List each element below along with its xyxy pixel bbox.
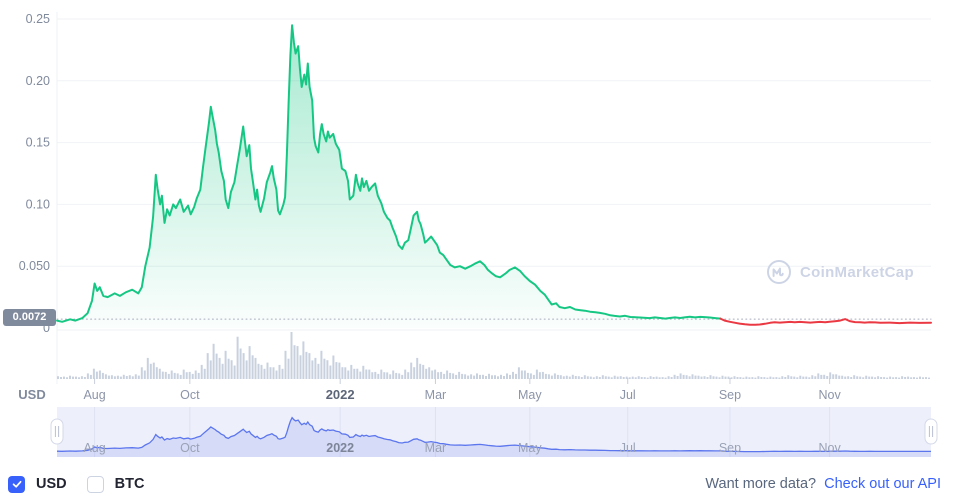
x-axis-label: Mar: [425, 388, 447, 402]
api-promo: Want more data? Check out our API: [705, 476, 941, 492]
y-axis-label: 0.15: [26, 136, 50, 150]
usd-checkbox-box[interactable]: [8, 475, 25, 493]
volume-bars: [57, 332, 930, 380]
y-axis-zero-label: 0: [43, 321, 50, 335]
y-axis-label: 0.25: [26, 12, 50, 26]
btc-checkbox[interactable]: BTC: [86, 475, 145, 493]
coinmarketcap-logo-icon: [767, 260, 791, 284]
navigator-area-fill: [57, 417, 931, 457]
x-axis-label: Sep: [719, 388, 741, 402]
x-axis-label: May: [518, 388, 542, 402]
navigator-track[interactable]: [57, 407, 931, 457]
y-axis-label: 0.10: [26, 197, 50, 211]
x-axis-label: Jul: [620, 388, 636, 402]
x-axis-label: Aug: [83, 388, 105, 402]
chart-canvas[interactable]: 0.25 0.20 0.15 0.10 0.050 0 Aug Oct 2022 Mar May Ju…: [0, 0, 961, 460]
current-price-badge: 0.0072: [3, 309, 56, 326]
navigator-month-label: Nov: [818, 441, 841, 455]
navigator-month-label: Oct: [180, 441, 200, 455]
usd-checkbox[interactable]: USD: [8, 475, 67, 493]
y-axis-label: 0.050: [19, 259, 50, 273]
price-line-down[interactable]: [719, 317, 932, 326]
footer-bar: USD BTC Want more data? Check out our AP…: [0, 464, 961, 504]
x-axis-label: Oct: [180, 388, 200, 402]
navigator-handle-left[interactable]: [50, 418, 64, 445]
navigator-month-label: Aug: [83, 441, 105, 455]
navigator-line: [56, 416, 931, 453]
api-prompt-text: Want more data?: [705, 476, 817, 492]
watermark: CoinMarketCap: [766, 259, 914, 285]
check-icon: [12, 480, 21, 488]
navigator-month-label: Mar: [425, 441, 447, 455]
navigator-month-label: Jul: [620, 441, 636, 455]
btc-checkbox-box[interactable]: [86, 475, 104, 493]
navigator-month-label: Sep: [719, 441, 741, 455]
y-axis-label: 0.20: [26, 74, 50, 88]
navigator-month-label: 2022: [326, 441, 354, 455]
y-axis-unit-label: USD: [18, 387, 46, 402]
price-line-up[interactable]: [56, 24, 722, 323]
x-axis-label: Nov: [818, 388, 841, 402]
navigator-month-label: May: [518, 441, 542, 455]
navigator-handle-right[interactable]: [924, 418, 938, 445]
watermark-text: CoinMarketCap: [800, 263, 914, 281]
btc-checkbox-label: BTC: [114, 476, 145, 492]
api-link[interactable]: Check out our API: [824, 476, 941, 492]
x-axis-label: 2022: [326, 387, 355, 402]
usd-checkbox-label: USD: [36, 476, 67, 492]
price-area-fill: [57, 25, 721, 328]
